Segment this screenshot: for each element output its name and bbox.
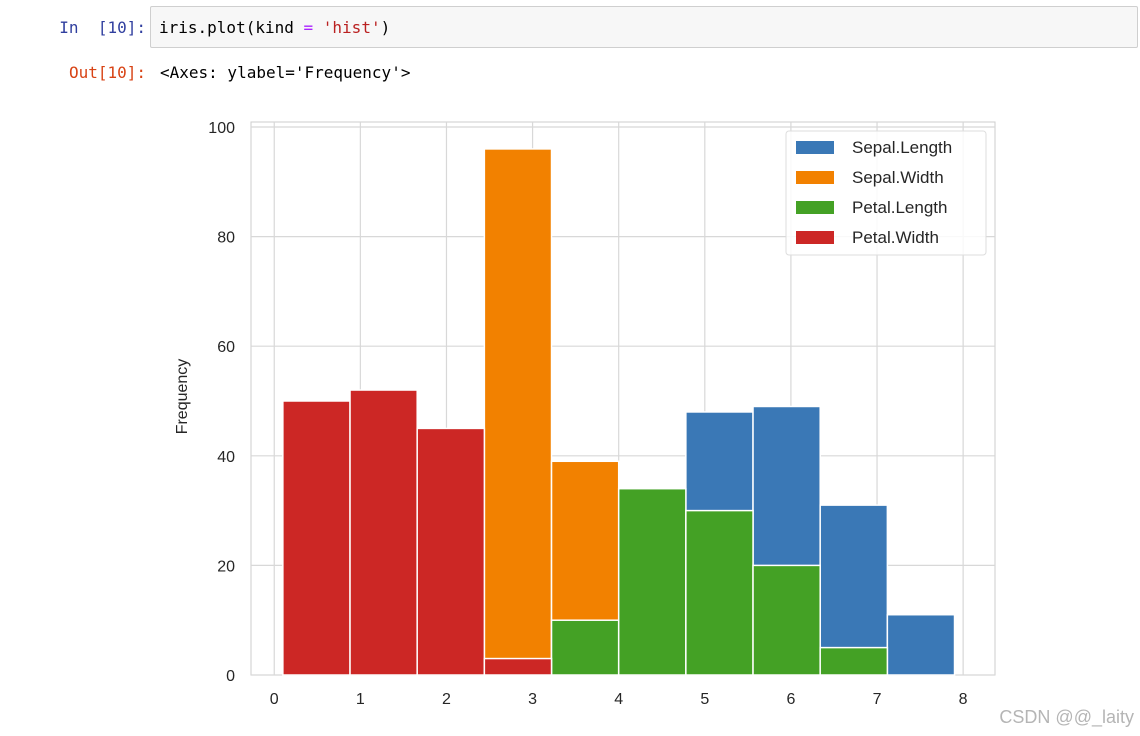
- y-tick-label: 20: [217, 558, 235, 575]
- legend-box: [785, 130, 987, 256]
- bar-petal-length: [550, 619, 620, 676]
- bar-petal-width: [282, 400, 351, 676]
- code-suffix: ): [380, 18, 391, 37]
- legend-swatch: [796, 201, 834, 214]
- bar-petal-length: [685, 509, 754, 676]
- x-tick-label: 6: [786, 691, 795, 708]
- code-operator: =: [303, 18, 314, 37]
- bar-petal-width: [483, 657, 553, 676]
- bar-petal-length: [617, 487, 687, 676]
- x-tick-label: 8: [959, 691, 968, 708]
- input-prompt: In [10]:: [59, 18, 146, 37]
- legend-label: Sepal.Length: [852, 138, 952, 157]
- bar-sepal-length: [886, 613, 956, 676]
- x-tick-label: 2: [442, 691, 451, 708]
- watermark: CSDN @@_laity: [999, 707, 1134, 727]
- legend-swatch: [796, 141, 834, 154]
- bar-petal-length: [819, 646, 889, 676]
- output-repr: <Axes: ylabel='Frequency'>: [160, 63, 411, 82]
- y-tick-label: 40: [217, 449, 235, 466]
- legend-swatch: [796, 231, 834, 244]
- x-tick-label: 4: [614, 691, 623, 708]
- bar-petal-width: [416, 427, 486, 676]
- y-tick-label: 100: [208, 120, 235, 137]
- legend-swatch: [796, 171, 834, 184]
- y-tick-label: 0: [226, 668, 235, 685]
- legend-label: Petal.Width: [852, 228, 939, 247]
- bar-sepal-length: [819, 504, 889, 676]
- bar-petal-width: [349, 389, 418, 676]
- y-axis-label: Frequency: [174, 359, 191, 435]
- x-tick-label: 5: [700, 691, 709, 708]
- y-tick-label: 80: [217, 230, 235, 247]
- x-tick-label: 0: [270, 691, 279, 708]
- x-tick-label: 7: [873, 691, 882, 708]
- code-cell-input[interactable]: iris.plot(kind = 'hist'): [150, 6, 1138, 48]
- x-tick-label: 3: [528, 691, 537, 708]
- legend-label: Sepal.Width: [852, 168, 944, 187]
- output-prompt: Out[10]:: [68, 63, 146, 82]
- legend-label: Petal.Length: [852, 198, 947, 217]
- x-tick-label: 1: [356, 691, 365, 708]
- code-string: 'hist': [322, 18, 381, 37]
- y-tick-label: 60: [217, 339, 235, 356]
- code-text: iris.plot(kind: [159, 18, 304, 37]
- bar-sepal-width: [483, 148, 553, 676]
- bar-petal-length: [752, 564, 821, 676]
